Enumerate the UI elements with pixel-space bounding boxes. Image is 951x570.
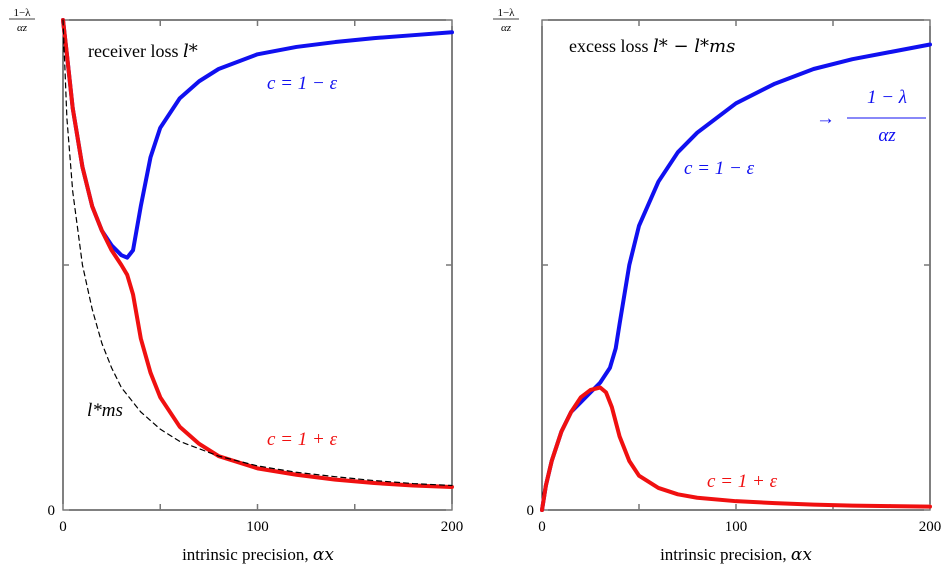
right-annotation-frac-num: 1 − λ — [867, 87, 907, 108]
right-xtick-label-2: 200 — [919, 519, 942, 535]
left-x-axis-title: intrinsic precision, αx — [182, 545, 334, 565]
right-annotation-red: c = 1 + ε — [707, 471, 778, 492]
right-ytop-numerator: 1−λ — [497, 7, 515, 19]
right-series-line-0 — [540, 42, 932, 512]
left-series-lines — [61, 18, 454, 489]
right-plot-title: excess loss l* − l*ms — [569, 36, 735, 57]
left-annotation-lms: l*ms — [87, 400, 123, 421]
right-annotation-blue: c = 1 − ε — [684, 158, 755, 179]
left-plot-title: receiver loss l* — [88, 41, 198, 62]
left-annotation-red: c = 1 + ε — [267, 429, 338, 450]
right-annotation-arrow: → — [816, 108, 835, 129]
left-xtick-label-0: 0 — [59, 519, 67, 535]
right-annotation-frac-den: αz — [878, 125, 896, 146]
left-title-math: l* — [183, 41, 198, 62]
left-ytick-label-0: 0 — [48, 503, 56, 519]
right-series-line-1 — [540, 385, 932, 512]
left-annotation-blue: c = 1 − ε — [267, 73, 338, 94]
right-xtick-label-0: 0 — [538, 519, 546, 535]
right-ytick-label-0: 0 — [527, 503, 535, 519]
left-series-line-1 — [61, 18, 454, 489]
left-xtick-label-2: 200 — [441, 519, 464, 535]
left-ytop-numerator: 1−λ — [13, 7, 31, 19]
right-ytop-denominator: αz — [501, 22, 512, 34]
left-ticks: 0 100 200 0 — [48, 19, 464, 535]
left-series-line-2 — [62, 19, 453, 487]
right-x-axis-title: intrinsic precision, αx — [660, 545, 812, 565]
left-xtick-label-1: 100 — [246, 519, 269, 535]
left-panel: 0 100 200 0 1−λ αz receiver loss l* c = 1 −… — [9, 7, 463, 565]
right-xtick-label-1: 100 — [725, 519, 748, 535]
right-series-lines — [540, 42, 932, 512]
left-ytop-denominator: αz — [17, 22, 28, 34]
